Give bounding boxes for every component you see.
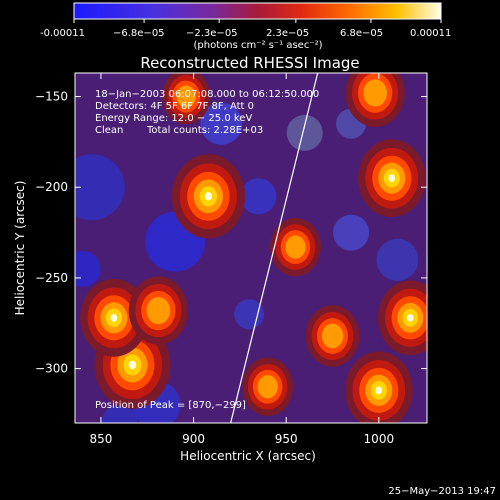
y-tick-label-0: −150	[35, 90, 68, 104]
cool-region-2	[200, 102, 243, 145]
source-9-level-3	[363, 79, 387, 107]
detectors-label: Detectors: 4F 5F 6F 7F 8F, Att 0	[95, 101, 254, 112]
colorbar: -0.00011 −6.8e−05 −2.3e−05 2.3e−05 6.8e−…	[40, 2, 451, 51]
colorbar-tick-3: 2.3e−05	[266, 28, 309, 39]
x-tick-label-0: 850	[89, 432, 112, 446]
source-8-level-5	[388, 174, 396, 183]
clean-label: Clean	[95, 125, 123, 136]
solar-limb-line	[230, 73, 319, 423]
colorbar-ticks	[73, 19, 442, 23]
colorbar-units: (photons cm⁻² s⁻¹ asec⁻²)	[193, 40, 322, 51]
source-1-level-5	[110, 313, 118, 322]
cool-region-0	[75, 154, 125, 221]
colorbar-tick-1: −6.8e−05	[113, 28, 165, 39]
colorbar-tick-5: 0.00011	[410, 28, 451, 39]
source-7-level-5	[407, 314, 414, 322]
x-axis-label: Heliocentric X (arcsec)	[180, 449, 316, 463]
peak-position-label: Position of Peak = [870,−299]	[95, 400, 246, 411]
cool-region-9	[234, 299, 265, 330]
plot-frame	[74, 72, 428, 424]
time-range-label: 18−Jan−2003 06:07:08.000 to 06:12:50.000	[95, 89, 319, 100]
source-4-level-3	[285, 235, 306, 259]
cool-region-3	[240, 178, 277, 215]
source-2-level-3	[146, 296, 171, 325]
source-10-level-3	[176, 85, 196, 108]
x-axis: 850 900 950 1000	[89, 73, 394, 446]
chart-title: Reconstructed RHESSI Image	[140, 54, 359, 72]
timestamp: 25−May−2013 19:47	[388, 486, 496, 497]
total-counts-label: Total counts: 2.28E+03	[146, 125, 263, 136]
source-5-level-5	[375, 386, 383, 395]
x-tick-label-2: 950	[275, 432, 298, 446]
cool-region-6	[376, 238, 419, 281]
y-tick-label-2: −250	[35, 271, 68, 285]
y-tick-label-3: −300	[35, 362, 68, 376]
emission-map	[75, 73, 427, 423]
energy-range-label: Energy Range: 12.0 − 25.0 keV	[95, 113, 252, 124]
source-11-level-3	[257, 375, 278, 399]
colorbar-tick-4: 6.8e−05	[340, 28, 383, 39]
y-axis-label: Heliocentric Y (arcsec)	[13, 181, 27, 316]
y-axis: −150 −200 −250 −300	[35, 90, 427, 376]
y-tick-label-1: −200	[35, 180, 68, 194]
colorbar-tick-0: -0.00011	[40, 28, 85, 39]
cool-region-8	[75, 250, 101, 287]
source-0-level-5	[128, 360, 137, 370]
cool-region-5	[286, 114, 323, 151]
x-tick-label-3: 1000	[364, 432, 395, 446]
x-tick-label-1: 900	[182, 432, 205, 446]
cool-region-11	[101, 405, 138, 423]
source-6-level-3	[321, 323, 344, 349]
annotations: 18−Jan−2003 06:07:08.000 to 06:12:50.000…	[95, 89, 319, 411]
colorbar-tick-2: −2.3e−05	[186, 28, 238, 39]
colorbar-gradient	[73, 2, 442, 20]
cool-region-7	[333, 214, 370, 251]
image-area	[75, 73, 427, 423]
source-3-level-5	[204, 192, 213, 201]
